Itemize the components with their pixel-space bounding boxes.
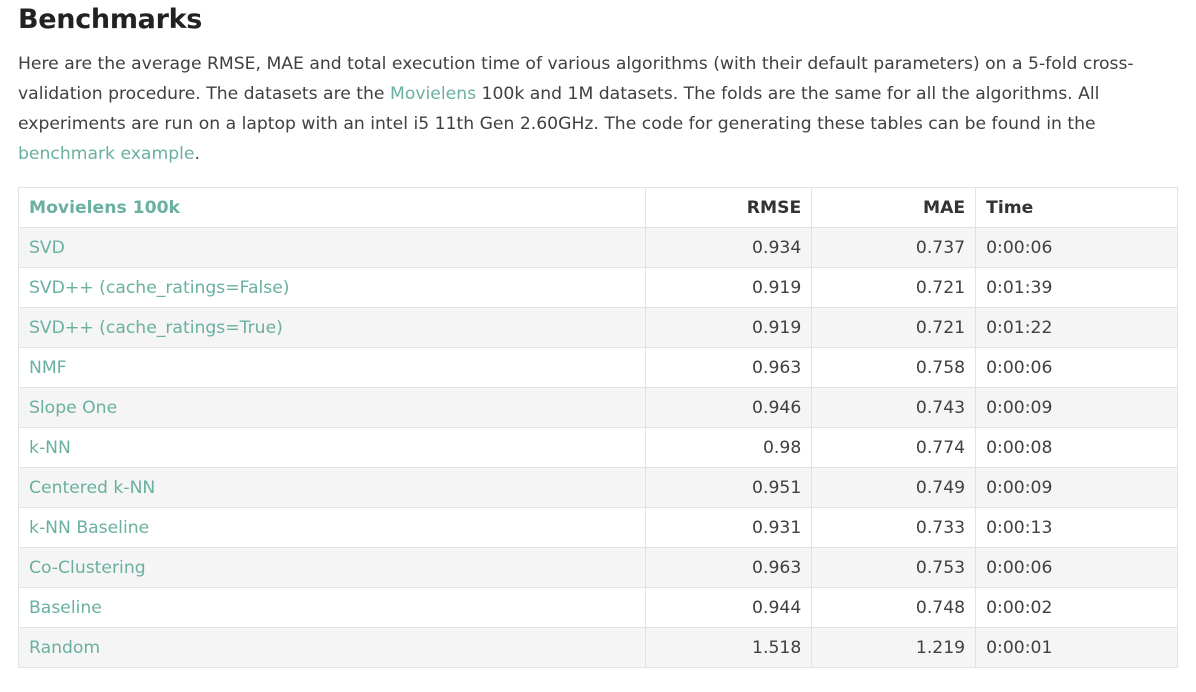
rmse-cell: 0.934 bbox=[645, 227, 813, 268]
benchmark-table: Movielens 100k RMSE MAE Time SVD 0.934 0.7… bbox=[17, 187, 1178, 668]
rmse-cell: 0.946 bbox=[645, 387, 813, 428]
time-cell: 0:00:08 bbox=[975, 427, 1178, 468]
rmse-cell: 0.963 bbox=[645, 347, 813, 388]
algorithm-link[interactable]: Centered k-NN bbox=[17, 467, 647, 508]
table-row: Baseline 0.944 0.748 0:00:02 bbox=[17, 587, 1178, 628]
table-body: SVD 0.934 0.737 0:00:06 SVD++ (cache_ratings… bbox=[17, 227, 1178, 668]
header-time: Time bbox=[975, 187, 1178, 228]
header-dataset[interactable]: Movielens 100k bbox=[17, 187, 647, 228]
table-row: Co-Clustering 0.963 0.753 0:00:06 bbox=[17, 547, 1178, 588]
time-cell: 0:00:13 bbox=[975, 507, 1178, 548]
mae-cell: 0.748 bbox=[811, 587, 977, 628]
algorithm-link[interactable]: Baseline bbox=[17, 587, 647, 628]
rmse-cell: 0.98 bbox=[645, 427, 813, 468]
time-cell: 0:00:01 bbox=[975, 627, 1178, 668]
algorithm-link[interactable]: k-NN bbox=[17, 427, 647, 468]
rmse-cell: 0.919 bbox=[645, 267, 813, 308]
time-cell: 0:01:22 bbox=[975, 307, 1178, 348]
benchmark-example-link[interactable]: benchmark example bbox=[18, 144, 195, 164]
time-cell: 0:00:06 bbox=[975, 547, 1178, 588]
intro-paragraph: Here are the average RMSE, MAE and total… bbox=[18, 49, 1178, 169]
time-cell: 0:00:06 bbox=[975, 347, 1178, 388]
page-title: Benchmarks bbox=[18, 4, 203, 35]
table-row: SVD++ (cache_ratings=False) 0.919 0.721 0:0… bbox=[17, 267, 1178, 308]
main-content: Benchmarks Here are the average RMSE, MA… bbox=[0, 0, 1196, 169]
table-row: k-NN 0.98 0.774 0:00:08 bbox=[17, 427, 1178, 468]
algorithm-link[interactable]: k-NN Baseline bbox=[17, 507, 647, 548]
movielens-link[interactable]: Movielens bbox=[389, 84, 477, 104]
algorithm-link[interactable]: SVD++ (cache_ratings=True) bbox=[17, 307, 647, 348]
mae-cell: 0.749 bbox=[811, 467, 977, 508]
rmse-cell: 0.931 bbox=[645, 507, 813, 548]
time-cell: 0:00:06 bbox=[975, 227, 1178, 268]
algorithm-link[interactable]: Random bbox=[17, 627, 647, 668]
mae-cell: 0.737 bbox=[811, 227, 977, 268]
mae-cell: 0.733 bbox=[811, 507, 977, 548]
mae-cell: 0.721 bbox=[811, 307, 977, 348]
table-row: Random 1.518 1.219 0:00:01 bbox=[17, 627, 1178, 668]
time-cell: 0:01:39 bbox=[975, 267, 1178, 308]
table-row: SVD++ (cache_ratings=True) 0.919 0.721 0:01… bbox=[17, 307, 1178, 348]
rmse-cell: 1.518 bbox=[645, 627, 813, 668]
mae-cell: 0.743 bbox=[811, 387, 977, 428]
intro-text-3: . bbox=[194, 144, 200, 164]
time-cell: 0:00:02 bbox=[975, 587, 1178, 628]
intro-text-1: Here are the average RMSE, MAE and total… bbox=[18, 54, 1134, 104]
algorithm-link[interactable]: SVD++ (cache_ratings=False) bbox=[17, 267, 647, 308]
header-rmse: RMSE bbox=[645, 187, 813, 228]
table-row: NMF 0.963 0.758 0:00:06 bbox=[17, 347, 1178, 388]
algorithm-link[interactable]: Co-Clustering bbox=[17, 547, 647, 588]
algorithm-link[interactable]: SVD bbox=[17, 227, 647, 268]
table-row: Slope One 0.946 0.743 0:00:09 bbox=[17, 387, 1178, 428]
table-row: Centered k-NN 0.951 0.749 0:00:09 bbox=[17, 467, 1178, 508]
mae-cell: 0.774 bbox=[811, 427, 977, 468]
time-cell: 0:00:09 bbox=[975, 467, 1178, 508]
mae-cell: 0.758 bbox=[811, 347, 977, 388]
mae-cell: 0.721 bbox=[811, 267, 977, 308]
algorithm-link[interactable]: NMF bbox=[17, 347, 647, 388]
time-cell: 0:00:09 bbox=[975, 387, 1178, 428]
rmse-cell: 0.919 bbox=[645, 307, 813, 348]
rmse-cell: 0.963 bbox=[645, 547, 813, 588]
intro-text-2: 100k and 1M datasets. The folds are the … bbox=[18, 84, 1100, 134]
table-row: SVD 0.934 0.737 0:00:06 bbox=[17, 227, 1178, 268]
table-row: k-NN Baseline 0.931 0.733 0:00:13 bbox=[17, 507, 1178, 548]
mae-cell: 1.219 bbox=[811, 627, 977, 668]
rmse-cell: 0.944 bbox=[645, 587, 813, 628]
mae-cell: 0.753 bbox=[811, 547, 977, 588]
header-mae: MAE bbox=[811, 187, 977, 228]
algorithm-link[interactable]: Slope One bbox=[17, 387, 647, 428]
table-header-row: Movielens 100k RMSE MAE Time bbox=[17, 187, 1178, 228]
rmse-cell: 0.951 bbox=[645, 467, 813, 508]
